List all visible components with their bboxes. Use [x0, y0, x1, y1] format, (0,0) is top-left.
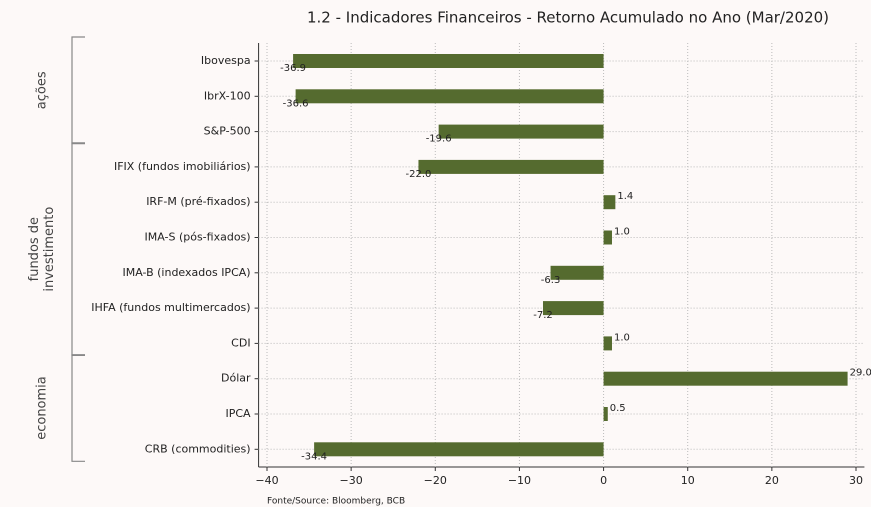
- group-label: fundos de: [27, 217, 42, 281]
- y-tick-label: IMA-S (pós-fixados): [144, 231, 250, 244]
- value-label: -22.0: [406, 169, 432, 180]
- bar: [314, 442, 604, 457]
- group-label: economia: [35, 376, 50, 440]
- chart-title: 1.2 - Indicadores Financeiros - Retorno …: [307, 9, 829, 27]
- bar: [550, 265, 604, 280]
- group-bracket: [71, 142, 85, 356]
- y-tick-label: IPCA: [225, 407, 251, 420]
- bar: [603, 371, 848, 386]
- value-label: 29.0: [850, 368, 871, 379]
- group-bracket: [71, 36, 85, 145]
- x-tick-label: 30: [849, 474, 863, 487]
- x-tick-label: 0: [600, 474, 607, 487]
- y-tick-label: CRB (commodities): [145, 442, 251, 455]
- value-label: -36.6: [283, 98, 309, 109]
- value-label: -19.6: [426, 134, 452, 145]
- bar: [542, 301, 604, 316]
- x-tick-label: 10: [681, 474, 695, 487]
- y-tick-label: IHFA (fundos multimercados): [91, 301, 250, 314]
- value-label: -34.4: [301, 451, 327, 462]
- bar: [603, 195, 616, 210]
- x-tick-label: −30: [340, 474, 363, 487]
- bar: [603, 407, 608, 421]
- x-tick-label: 20: [765, 474, 779, 487]
- bar: [438, 124, 604, 139]
- bar: [603, 230, 612, 245]
- value-label: 1.0: [614, 332, 630, 343]
- value-label: 1.4: [617, 191, 633, 202]
- y-tick-label: IbrX-100: [204, 89, 251, 102]
- bar: [603, 336, 612, 351]
- y-tick-label: IFIX (fundos imobiliários): [114, 160, 251, 173]
- value-label: 0.5: [610, 403, 626, 414]
- bar: [293, 54, 604, 68]
- source-note: Fonte/Source: Bloomberg, BCB: [267, 497, 405, 507]
- x-tick-label: −10: [508, 474, 531, 487]
- x-tick-label: −20: [424, 474, 447, 487]
- value-label: -7.2: [533, 310, 553, 321]
- value-label: -36.9: [280, 63, 306, 74]
- y-tick-label: S&P-500: [204, 125, 251, 138]
- bar: [295, 89, 604, 104]
- value-label: 1.0: [614, 227, 630, 238]
- group-label: investimento: [42, 207, 57, 292]
- value-label: -6.3: [541, 275, 561, 286]
- bar: [418, 159, 604, 174]
- group-bracket: [71, 354, 85, 462]
- y-tick-label: Dólar: [221, 372, 251, 385]
- group-label: ações: [35, 71, 50, 109]
- y-tick-label: CDI: [231, 336, 250, 349]
- y-tick-label: Ibovespa: [201, 54, 251, 67]
- x-tick-label: −40: [255, 474, 278, 487]
- y-tick-label: IMA-B (indexados IPCA): [122, 266, 250, 279]
- y-tick-label: IRF-M (pré-fixados): [146, 195, 250, 208]
